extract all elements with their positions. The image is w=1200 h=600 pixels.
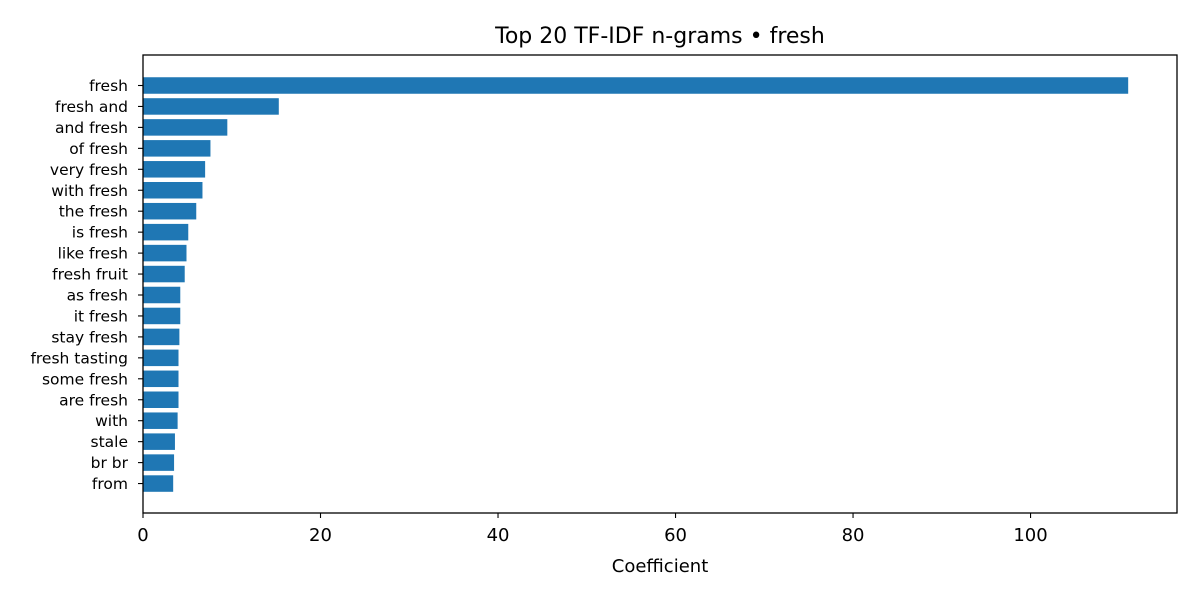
x-axis-ticks: 0 20 40 60 80 100 [137, 513, 1048, 546]
bar-stay-fresh [143, 328, 180, 346]
y-tick-label: br br [91, 454, 129, 472]
bar-the-fresh [143, 202, 197, 220]
y-tick-label: as fresh [67, 287, 128, 305]
y-tick-label: very fresh [50, 161, 128, 179]
y-tick-label: with [95, 412, 128, 430]
chart-title: Top 20 TF-IDF n-grams • fresh [494, 24, 825, 49]
bar-it-fresh [143, 307, 181, 325]
x-tick-label: 100 [1013, 525, 1047, 546]
y-tick-label: some fresh [42, 370, 128, 388]
bar-and-fresh [143, 119, 228, 136]
y-tick-label: it fresh [74, 307, 128, 325]
bar-fresh-and [143, 98, 279, 115]
x-tick-label: 40 [487, 525, 510, 546]
y-tick-label: of fresh [69, 140, 128, 158]
bar-very-fresh [143, 161, 206, 178]
y-tick-label: is fresh [72, 224, 128, 242]
x-axis-label: Coefficient [612, 556, 709, 577]
y-tick-label: fresh and [55, 98, 128, 116]
bar-with [143, 412, 178, 429]
bars-group [143, 77, 1129, 492]
y-tick-label: stale [91, 433, 129, 451]
x-tick-label: 0 [137, 525, 148, 546]
bar-as-fresh [143, 286, 181, 304]
bar-some-fresh [143, 370, 179, 388]
y-tick-label: and fresh [55, 119, 128, 137]
y-tick-label: fresh tasting [30, 349, 128, 367]
bar-with-fresh [143, 182, 203, 199]
bar-from [143, 475, 174, 492]
x-tick-label: 80 [842, 525, 865, 546]
bar-fresh [143, 77, 1129, 94]
bar-fresh-tasting [143, 349, 179, 367]
bar-is-fresh [143, 223, 189, 241]
bar-like-fresh [143, 244, 187, 262]
y-tick-label: the fresh [59, 203, 128, 221]
bar-fresh-fruit [143, 265, 185, 283]
y-tick-label: fresh [89, 77, 128, 95]
y-axis-ticks: fresh fresh and and fresh of fresh very fres… [30, 77, 143, 493]
y-tick-label: are fresh [59, 391, 128, 409]
y-tick-label: stay fresh [51, 328, 128, 346]
y-tick-label: from [92, 475, 128, 493]
y-tick-label: like fresh [58, 245, 128, 263]
bar-stale [143, 433, 175, 450]
bar-of-fresh [143, 140, 211, 157]
x-tick-label: 60 [664, 525, 687, 546]
bar-br-br [143, 454, 175, 471]
x-tick-label: 20 [309, 525, 332, 546]
bar-are-fresh [143, 391, 179, 408]
y-tick-label: fresh fruit [52, 266, 128, 284]
plot-area-frame [142, 54, 1178, 514]
y-tick-label: with fresh [51, 182, 128, 200]
